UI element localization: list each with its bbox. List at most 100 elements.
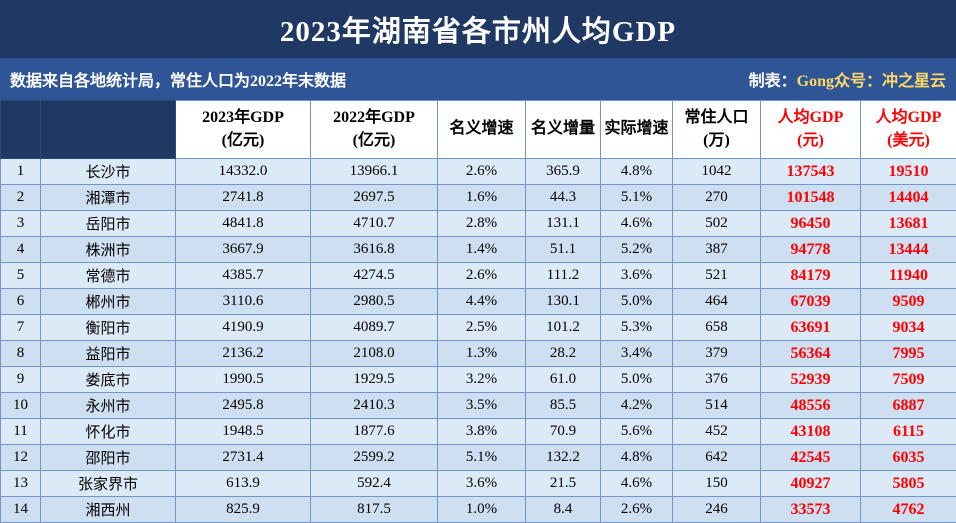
cell-city: 衡阳市 <box>40 314 176 341</box>
table-row: 3 岳阳市 4841.8 4710.7 2.8% 131.1 4.6% 502 96450 136… <box>0 210 956 237</box>
credit-label: 制表： <box>748 73 797 90</box>
cell-nominal_increase: 70.9 <box>525 418 601 445</box>
cell-population: 270 <box>672 184 761 211</box>
page-title: 2023年湖南省各市州人均GDP <box>279 16 677 48</box>
table-body: 1 长沙市 14332.0 13966.1 2.6% 365.9 4.8% 1042 13754… <box>0 158 956 523</box>
table-row: 6 郴州市 3110.6 2980.5 4.4% 130.1 5.0% 464 67039 950… <box>0 288 956 315</box>
table-row: 12 邵阳市 2731.4 2599.2 5.1% 132.2 4.8% 642 42545 60… <box>0 444 956 471</box>
cell-gdp2023: 2731.4 <box>175 444 311 471</box>
credit-value: Gong众号：冲之星云 <box>796 73 946 90</box>
header-pc_cny: 人均GDP (元) <box>760 100 861 159</box>
cell-city: 常德市 <box>40 262 176 289</box>
cell-pc_usd: 6035 <box>860 444 956 471</box>
table-row: 10 永州市 2495.8 2410.3 3.5% 85.5 4.2% 514 48556 688… <box>0 392 956 419</box>
cell-pc_usd: 7509 <box>860 366 956 393</box>
cell-gdp2022: 817.5 <box>310 496 438 523</box>
cell-nominal_increase: 101.2 <box>525 314 601 341</box>
cell-gdp2022: 2697.5 <box>310 184 438 211</box>
header-line1: 名义增速 <box>449 120 514 138</box>
cell-gdp2023: 825.9 <box>175 496 311 523</box>
cell-city: 湘西州 <box>40 496 176 523</box>
header-nominal_increase: 名义增量 <box>525 100 601 159</box>
cell-nominal_increase: 61.0 <box>525 366 601 393</box>
cell-pc_cny: 42545 <box>760 444 861 471</box>
cell-rank: 7 <box>0 314 41 341</box>
cell-nominal_growth: 3.5% <box>437 392 526 419</box>
header-line1: 人均GDP <box>875 109 942 127</box>
gdp-table: 2023年GDP (亿元) 2022年GDP (亿元) 名义增速 名义增量 实际增速 常住人口… <box>0 100 956 523</box>
cell-rank: 3 <box>0 210 41 237</box>
cell-gdp2022: 4710.7 <box>310 210 438 237</box>
cell-real_growth: 4.8% <box>600 444 673 471</box>
cell-pc_cny: 63691 <box>760 314 861 341</box>
header-pc_usd: 人均GDP (美元) <box>860 100 956 159</box>
cell-nominal_increase: 28.2 <box>525 340 601 367</box>
cell-nominal_growth: 3.6% <box>437 470 526 497</box>
cell-pc_usd: 4762 <box>860 496 956 523</box>
header-line2: (万) <box>703 131 730 149</box>
cell-gdp2023: 2741.8 <box>175 184 311 211</box>
cell-rank: 8 <box>0 340 41 367</box>
header-population: 常住人口 (万) <box>672 100 761 159</box>
cell-population: 452 <box>672 418 761 445</box>
data-source-note: 数据来自各地统计局，常住人口为2022年末数据 <box>10 73 347 90</box>
cell-population: 514 <box>672 392 761 419</box>
header-nominal_growth: 名义增速 <box>437 100 526 159</box>
cell-real_growth: 3.4% <box>600 340 673 367</box>
cell-gdp2023: 2136.2 <box>175 340 311 367</box>
header-line1: 人均GDP <box>777 109 844 127</box>
cell-gdp2023: 613.9 <box>175 470 311 497</box>
cell-pc_usd: 13681 <box>860 210 956 237</box>
header-line1: 实际增速 <box>604 120 669 138</box>
cell-population: 379 <box>672 340 761 367</box>
header-rank <box>0 100 41 159</box>
cell-rank: 11 <box>0 418 41 445</box>
cell-nominal_growth: 2.8% <box>437 210 526 237</box>
header-row: 2023年GDP (亿元) 2022年GDP (亿元) 名义增速 名义增量 实际增速 常住人口… <box>0 100 956 159</box>
cell-population: 502 <box>672 210 761 237</box>
cell-pc_cny: 43108 <box>760 418 861 445</box>
cell-gdp2022: 13966.1 <box>310 158 438 185</box>
header-real_growth: 实际增速 <box>600 100 673 159</box>
cell-rank: 5 <box>0 262 41 289</box>
cell-city: 怀化市 <box>40 418 176 445</box>
cell-real_growth: 5.1% <box>600 184 673 211</box>
cell-rank: 6 <box>0 288 41 315</box>
header-line1: 2022年GDP <box>333 109 415 127</box>
cell-pc_cny: 40927 <box>760 470 861 497</box>
cell-gdp2022: 3616.8 <box>310 236 438 263</box>
cell-rank: 14 <box>0 496 41 523</box>
cell-real_growth: 4.2% <box>600 392 673 419</box>
cell-gdp2023: 1948.5 <box>175 418 311 445</box>
cell-population: 376 <box>672 366 761 393</box>
cell-gdp2023: 4841.8 <box>175 210 311 237</box>
cell-real_growth: 2.6% <box>600 496 673 523</box>
cell-pc_cny: 52939 <box>760 366 861 393</box>
cell-pc_cny: 48556 <box>760 392 861 419</box>
cell-city: 湘潭市 <box>40 184 176 211</box>
cell-city: 长沙市 <box>40 158 176 185</box>
cell-nominal_increase: 21.5 <box>525 470 601 497</box>
cell-gdp2022: 2410.3 <box>310 392 438 419</box>
cell-population: 150 <box>672 470 761 497</box>
cell-gdp2022: 2108.0 <box>310 340 438 367</box>
cell-pc_cny: 33573 <box>760 496 861 523</box>
cell-nominal_increase: 132.2 <box>525 444 601 471</box>
table-row: 14 湘西州 825.9 817.5 1.0% 8.4 2.6% 246 33573 4762 <box>0 496 956 523</box>
cell-nominal_increase: 51.1 <box>525 236 601 263</box>
cell-population: 464 <box>672 288 761 315</box>
cell-rank: 2 <box>0 184 41 211</box>
header-line1: 常住人口 <box>684 109 749 127</box>
header-line2: (元) <box>797 131 824 149</box>
cell-rank: 9 <box>0 366 41 393</box>
cell-population: 658 <box>672 314 761 341</box>
cell-pc_usd: 6115 <box>860 418 956 445</box>
cell-pc_cny: 101548 <box>760 184 861 211</box>
title-bar: 2023年湖南省各市州人均GDP <box>0 0 956 58</box>
header-gdp2022: 2022年GDP (亿元) <box>310 100 438 159</box>
cell-real_growth: 4.8% <box>600 158 673 185</box>
cell-nominal_growth: 5.1% <box>437 444 526 471</box>
cell-gdp2023: 3110.6 <box>175 288 311 315</box>
cell-city: 张家界市 <box>40 470 176 497</box>
cell-pc_cny: 137543 <box>760 158 861 185</box>
